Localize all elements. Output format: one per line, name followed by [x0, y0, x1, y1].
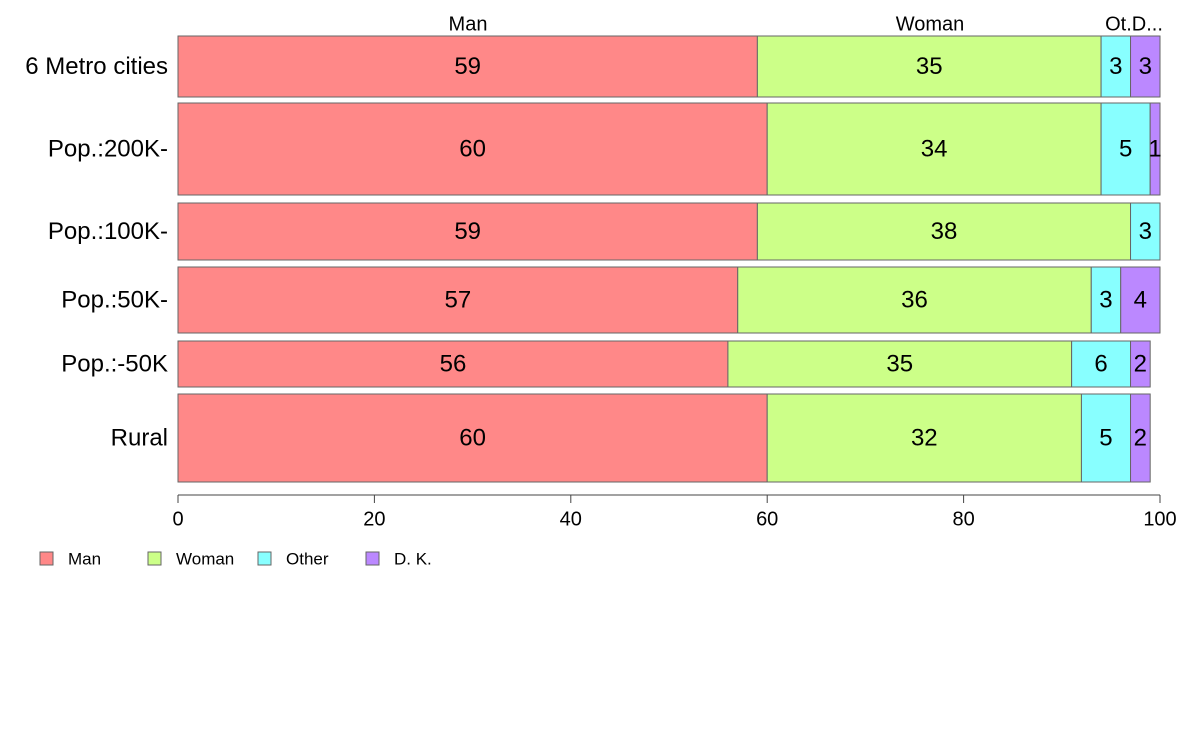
x-tick-label: 40	[560, 508, 582, 530]
data-label: 3	[1139, 53, 1152, 80]
data-label: 5	[1119, 135, 1132, 162]
data-label: 59	[454, 218, 481, 245]
bar-segment	[177, 102, 768, 196]
data-label: 3	[1139, 218, 1152, 245]
data-label: 38	[931, 218, 958, 245]
bar-segment	[1120, 266, 1161, 334]
x-tick-label: 60	[756, 508, 778, 530]
bar-segment	[177, 202, 758, 261]
bar-segment	[756, 35, 1102, 98]
bar-segment	[1080, 393, 1132, 483]
bars: 59 35 3 360 34 5 159 38 357 36 3 456 35 6 260 32 5 2	[177, 35, 1162, 483]
legend-label: D. K.	[394, 549, 432, 568]
data-label: 2	[1134, 350, 1147, 377]
column-header: Ot.D...	[1105, 13, 1163, 35]
data-label: 32	[911, 424, 938, 451]
data-label: 60	[459, 135, 486, 162]
bar-segment	[177, 340, 729, 388]
x-tick-label: 80	[952, 508, 974, 530]
bar-segment	[1100, 102, 1151, 196]
category-label: 6 Metro cities	[25, 53, 168, 80]
data-label: 6	[1094, 350, 1107, 377]
bar-segment	[737, 266, 1092, 334]
bar-segment	[1130, 202, 1161, 261]
x-tick-label: 20	[363, 508, 385, 530]
data-label: 35	[916, 53, 943, 80]
legend-swatch	[365, 551, 380, 566]
data-label: 5	[1099, 424, 1112, 451]
x-tick-label: 0	[172, 508, 183, 530]
data-label: 59	[454, 53, 481, 80]
data-label: 1	[1148, 135, 1161, 162]
bar-segment	[1090, 266, 1122, 334]
legend-label: Woman	[176, 549, 234, 568]
bar-segment	[756, 202, 1132, 261]
bar-segment	[766, 102, 1102, 196]
data-label: 35	[886, 350, 913, 377]
category-label: Pop.:200K-	[48, 135, 168, 162]
data-label: 3	[1109, 53, 1122, 80]
category-labels: 6 Metro cities Pop.:200K- Pop.:100K- Pop.:5…	[25, 53, 168, 452]
category-label: Pop.:-50K	[61, 350, 168, 377]
legend-swatch	[39, 551, 54, 566]
data-label: 56	[440, 350, 467, 377]
category-label: Pop.:50K-	[61, 286, 168, 313]
data-label: 4	[1134, 286, 1147, 313]
column-header: Woman	[896, 13, 965, 35]
data-label: 34	[921, 135, 948, 162]
legend-swatch	[147, 551, 162, 566]
bar-segment	[1130, 35, 1161, 98]
data-label: 57	[445, 286, 472, 313]
category-label: Rural	[111, 424, 168, 451]
bar-segment	[1100, 35, 1132, 98]
x-axis: 0 20 40 60 80 100	[172, 494, 1177, 530]
legend-label: Other	[286, 549, 329, 568]
data-label: 3	[1099, 286, 1112, 313]
bar-segment	[177, 393, 768, 483]
bar-segment	[1130, 340, 1151, 388]
legend: Man Woman Other D. K.	[39, 549, 432, 568]
data-label: 36	[901, 286, 928, 313]
legend-swatch	[257, 551, 272, 566]
bar-segment	[177, 35, 758, 98]
bar-segment	[1149, 102, 1161, 196]
bar-segment	[766, 393, 1082, 483]
bar-segment	[1130, 393, 1151, 483]
column-header: Man	[449, 13, 488, 35]
column-headers: Man Woman Ot.D...	[449, 13, 1163, 35]
x-tick-label: 100	[1143, 508, 1176, 530]
data-label: 2	[1134, 424, 1147, 451]
category-label: Pop.:100K-	[48, 218, 168, 245]
legend-label: Man	[68, 549, 101, 568]
bar-segment	[177, 266, 739, 334]
data-label: 60	[459, 424, 486, 451]
